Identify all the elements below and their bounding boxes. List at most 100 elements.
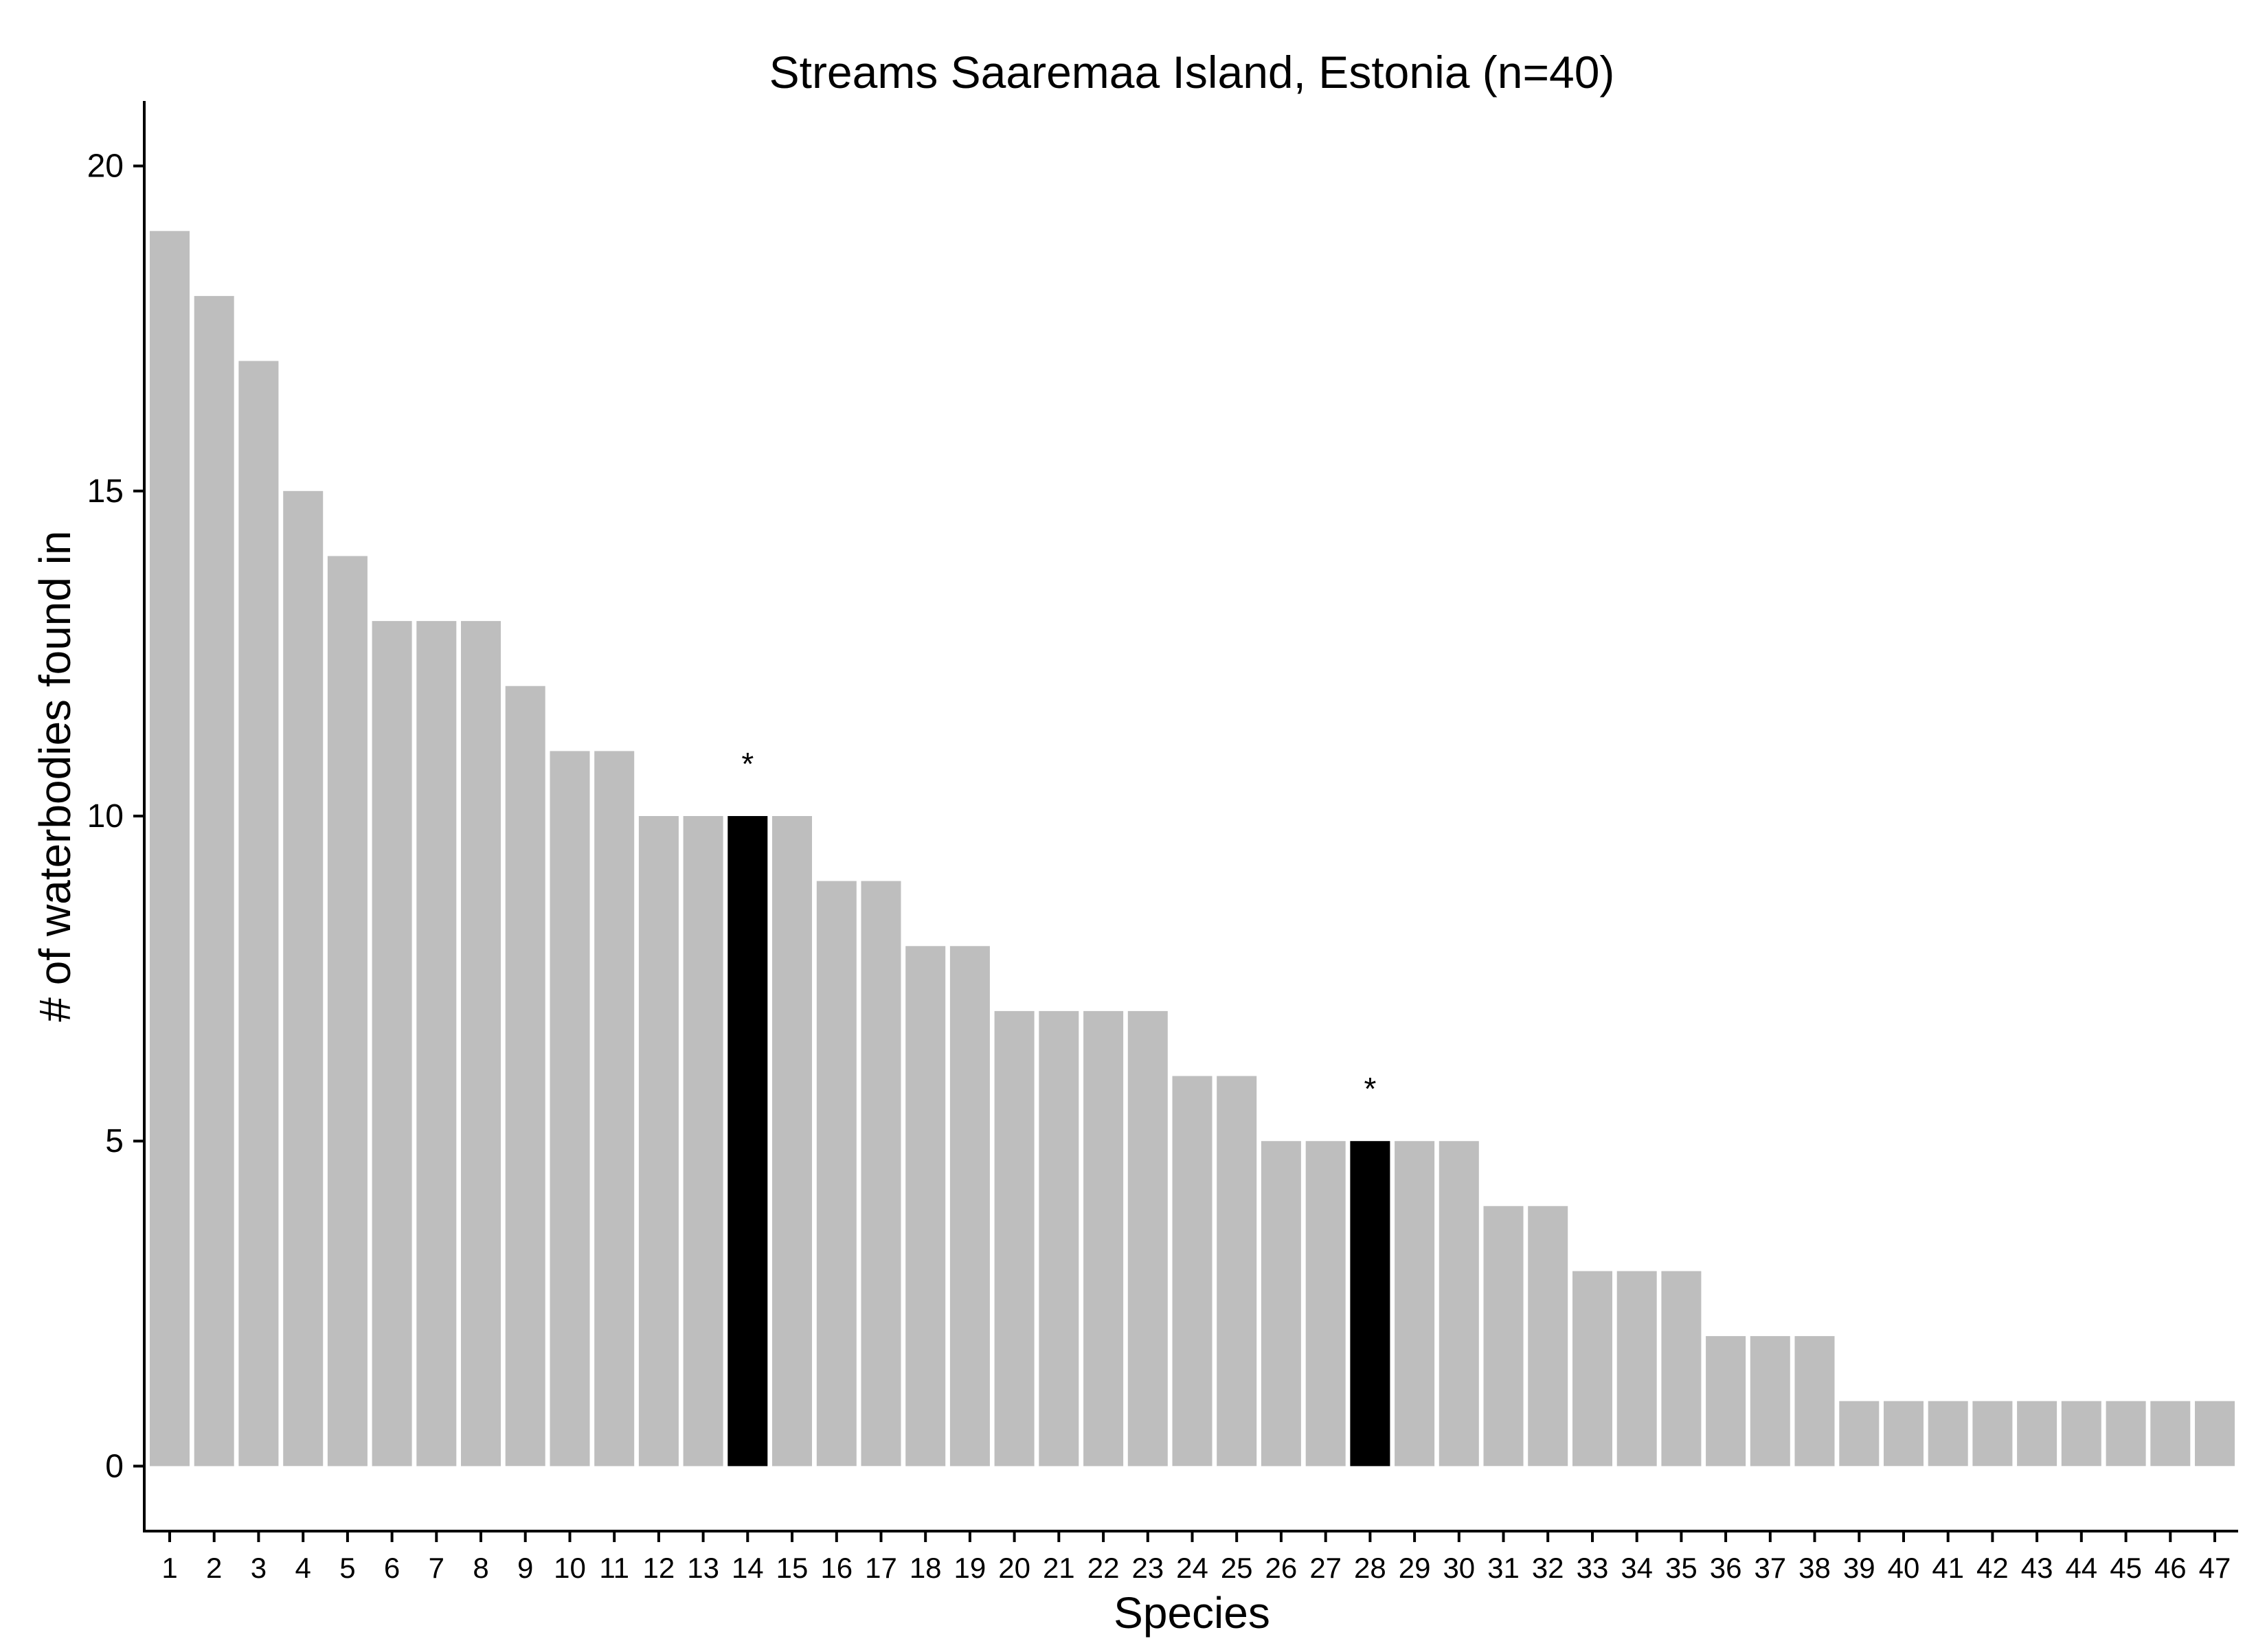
bar-species-12 bbox=[638, 816, 679, 1467]
x-tick-label-36: 36 bbox=[1710, 1552, 1742, 1584]
x-tick-label-24: 24 bbox=[1176, 1552, 1208, 1584]
annotation-species-14: * bbox=[741, 746, 754, 782]
x-tick-label-1: 1 bbox=[161, 1552, 177, 1584]
annotation-species-28: * bbox=[1364, 1071, 1376, 1107]
bar-species-25 bbox=[1217, 1076, 1257, 1467]
x-tick-label-15: 15 bbox=[776, 1552, 809, 1584]
x-tick-label-18: 18 bbox=[910, 1552, 942, 1584]
y-tick-label-20: 20 bbox=[87, 148, 124, 185]
x-tick-label-23: 23 bbox=[1131, 1552, 1164, 1584]
x-tick-label-30: 30 bbox=[1443, 1552, 1475, 1584]
bar-species-17 bbox=[861, 881, 901, 1467]
x-tick-label-3: 3 bbox=[251, 1552, 267, 1584]
bar-species-5 bbox=[327, 556, 368, 1467]
x-tick-label-12: 12 bbox=[643, 1552, 675, 1584]
x-tick-label-44: 44 bbox=[2065, 1552, 2097, 1584]
bar-species-20 bbox=[994, 1010, 1035, 1467]
bar-species-42 bbox=[1972, 1401, 2013, 1467]
bar-species-39 bbox=[1839, 1401, 1880, 1467]
bar-species-23 bbox=[1127, 1010, 1168, 1467]
x-tick-label-32: 32 bbox=[1532, 1552, 1564, 1584]
bar-species-6 bbox=[372, 621, 412, 1467]
bar-species-3 bbox=[238, 361, 279, 1467]
bar-species-26 bbox=[1261, 1141, 1301, 1467]
bar-species-46 bbox=[2150, 1401, 2191, 1467]
bar-species-43 bbox=[2017, 1401, 2057, 1467]
y-tick-label-10: 10 bbox=[87, 798, 124, 835]
bar-species-24 bbox=[1172, 1076, 1213, 1467]
x-tick-label-42: 42 bbox=[1976, 1552, 2009, 1584]
bar-species-1 bbox=[150, 231, 190, 1467]
bar-species-8 bbox=[461, 621, 501, 1467]
bar-species-7 bbox=[416, 621, 457, 1467]
x-tick-label-16: 16 bbox=[820, 1552, 853, 1584]
x-tick-label-41: 41 bbox=[1932, 1552, 1964, 1584]
bar-species-36 bbox=[1706, 1336, 1746, 1467]
bar-species-15 bbox=[772, 816, 812, 1467]
x-tick-label-38: 38 bbox=[1798, 1552, 1831, 1584]
x-tick-label-43: 43 bbox=[2021, 1552, 2053, 1584]
y-axis-title: # of waterbodies found in bbox=[30, 530, 80, 1021]
x-tick-label-21: 21 bbox=[1043, 1552, 1075, 1584]
x-tick-label-31: 31 bbox=[1487, 1552, 1520, 1584]
bar-species-37 bbox=[1750, 1336, 1790, 1467]
x-tick-label-4: 4 bbox=[295, 1552, 311, 1584]
y-tick-label-0: 0 bbox=[105, 1448, 124, 1484]
bar-species-10 bbox=[550, 751, 590, 1467]
x-tick-label-34: 34 bbox=[1621, 1552, 1653, 1584]
bar-species-27 bbox=[1305, 1141, 1346, 1467]
bar-species-4 bbox=[283, 490, 324, 1467]
bar-species-31 bbox=[1483, 1206, 1524, 1467]
x-tick-label-47: 47 bbox=[2199, 1552, 2231, 1584]
bar-species-44 bbox=[2061, 1401, 2101, 1467]
x-tick-label-39: 39 bbox=[1843, 1552, 1875, 1584]
x-tick-label-27: 27 bbox=[1309, 1552, 1342, 1584]
bar-species-40 bbox=[1884, 1401, 1924, 1467]
bar-species-9 bbox=[505, 686, 545, 1467]
bar-species-13 bbox=[683, 816, 723, 1467]
x-tick-label-33: 33 bbox=[1577, 1552, 1609, 1584]
bar-species-18 bbox=[905, 946, 946, 1467]
bar-species-33 bbox=[1572, 1271, 1612, 1467]
chart-title: Streams Saaremaa Island, Estonia (n=40) bbox=[769, 47, 1615, 98]
bar-species-41 bbox=[1928, 1401, 1968, 1467]
bar-species-2 bbox=[194, 295, 234, 1467]
bar-species-47 bbox=[2195, 1401, 2235, 1467]
bar-species-22 bbox=[1083, 1010, 1124, 1467]
bar-species-21 bbox=[1039, 1010, 1079, 1467]
x-tick-label-40: 40 bbox=[1888, 1552, 1920, 1584]
x-tick-label-37: 37 bbox=[1754, 1552, 1786, 1584]
bars-layer bbox=[150, 231, 2235, 1467]
x-tick-label-11: 11 bbox=[599, 1552, 629, 1584]
y-tick-label-5: 5 bbox=[105, 1123, 124, 1159]
bar-species-16 bbox=[816, 881, 857, 1467]
y-tick-label-15: 15 bbox=[87, 473, 124, 510]
bar-species-30 bbox=[1439, 1141, 1479, 1467]
bar-species-14-highlighted bbox=[728, 816, 768, 1467]
x-tick-label-9: 9 bbox=[517, 1552, 533, 1584]
bar-species-19 bbox=[949, 946, 990, 1467]
bar-species-29 bbox=[1395, 1141, 1435, 1467]
bar-species-32 bbox=[1528, 1206, 1568, 1467]
x-tick-label-14: 14 bbox=[732, 1552, 764, 1584]
x-tick-label-2: 2 bbox=[206, 1552, 222, 1584]
bar-species-34 bbox=[1616, 1271, 1657, 1467]
x-tick-label-13: 13 bbox=[687, 1552, 719, 1584]
x-tick-label-8: 8 bbox=[473, 1552, 488, 1584]
annotations-layer: ** bbox=[741, 746, 1376, 1107]
x-tick-label-45: 45 bbox=[2110, 1552, 2142, 1584]
x-tick-label-25: 25 bbox=[1221, 1552, 1253, 1584]
x-tick-label-17: 17 bbox=[865, 1552, 897, 1584]
bar-species-28-highlighted bbox=[1350, 1141, 1390, 1467]
bar-species-11 bbox=[594, 751, 635, 1467]
x-tick-label-26: 26 bbox=[1265, 1552, 1298, 1584]
x-tick-label-5: 5 bbox=[339, 1552, 355, 1584]
x-tick-label-7: 7 bbox=[429, 1552, 444, 1584]
x-tick-label-20: 20 bbox=[998, 1552, 1030, 1584]
x-tick-label-46: 46 bbox=[2154, 1552, 2187, 1584]
x-tick-label-19: 19 bbox=[954, 1552, 986, 1584]
bar-species-35 bbox=[1661, 1271, 1702, 1467]
x-tick-label-10: 10 bbox=[554, 1552, 586, 1584]
